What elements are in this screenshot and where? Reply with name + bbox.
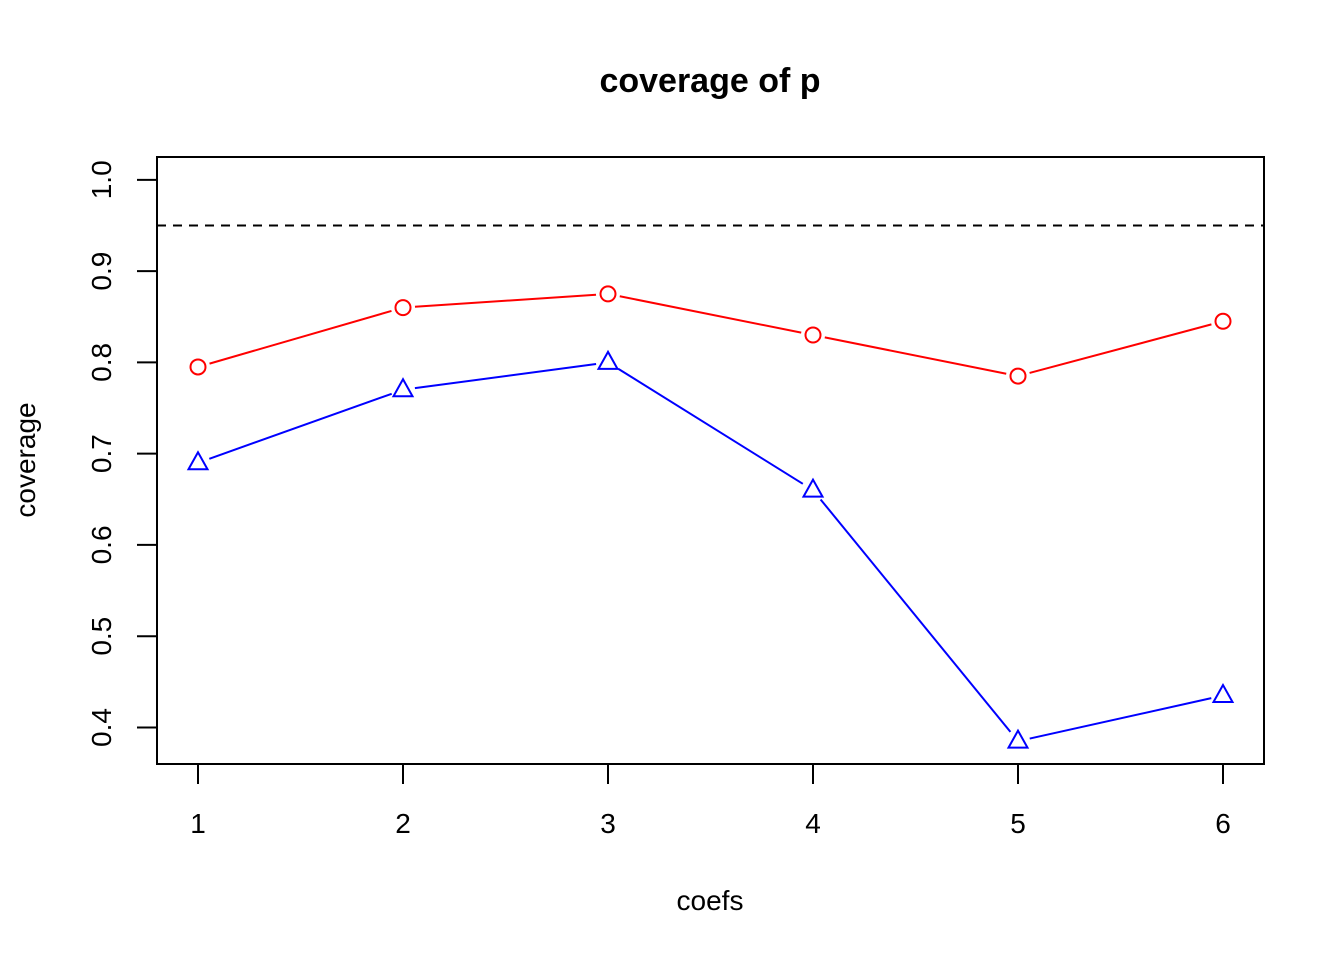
data-point-circle bbox=[394, 299, 412, 317]
series-circle bbox=[189, 285, 1232, 385]
series-segment bbox=[619, 295, 802, 334]
series-segment bbox=[209, 309, 392, 365]
y-tick-label: 0.6 bbox=[86, 525, 117, 564]
x-tick-label: 1 bbox=[190, 808, 206, 839]
x-tick-label: 6 bbox=[1215, 808, 1231, 839]
x-axis-label: coefs bbox=[677, 885, 744, 916]
series-segment bbox=[414, 362, 597, 390]
x-tick-label: 3 bbox=[600, 808, 616, 839]
series-layer bbox=[186, 285, 1235, 749]
series-segment bbox=[1029, 323, 1212, 374]
data-point-circle bbox=[804, 326, 822, 344]
data-point-circle bbox=[1214, 312, 1232, 330]
x-tick-label: 2 bbox=[395, 808, 411, 839]
data-point-circle bbox=[189, 358, 207, 376]
series-segment bbox=[208, 392, 393, 460]
y-tick-label: 0.7 bbox=[86, 434, 117, 473]
y-tick-label: 0.5 bbox=[86, 617, 117, 656]
series-triangle bbox=[186, 349, 1235, 749]
data-point-triangle bbox=[1211, 682, 1235, 704]
x-tick-label: 5 bbox=[1010, 808, 1026, 839]
data-point-circle bbox=[599, 285, 617, 303]
data-point-circle bbox=[1009, 367, 1027, 385]
y-tick-label: 0.8 bbox=[86, 343, 117, 382]
y-axis-label: coverage bbox=[10, 402, 41, 517]
data-point-triangle bbox=[801, 477, 825, 498]
series-segment bbox=[824, 336, 1007, 375]
x-axis: 1 2 3 4 5 6 bbox=[190, 764, 1231, 839]
y-tick-label: 1.0 bbox=[86, 160, 117, 199]
series-segment bbox=[414, 293, 597, 308]
x-tick-label: 4 bbox=[805, 808, 821, 839]
data-point-triangle bbox=[596, 349, 620, 370]
series-segment bbox=[819, 498, 1012, 733]
y-axis: 0.4 0.5 0.6 0.7 0.8 0.9 1.0 bbox=[86, 160, 157, 747]
y-tick-label: 0.9 bbox=[86, 252, 117, 291]
chart-title: coverage of p bbox=[599, 62, 820, 100]
data-point-triangle bbox=[186, 450, 210, 471]
series-segment bbox=[1029, 697, 1212, 740]
series-segment bbox=[617, 367, 804, 485]
data-point-triangle bbox=[1006, 728, 1030, 749]
data-point-triangle bbox=[391, 377, 415, 398]
plot-frame bbox=[156, 156, 1265, 765]
y-tick-label: 0.4 bbox=[86, 708, 117, 747]
